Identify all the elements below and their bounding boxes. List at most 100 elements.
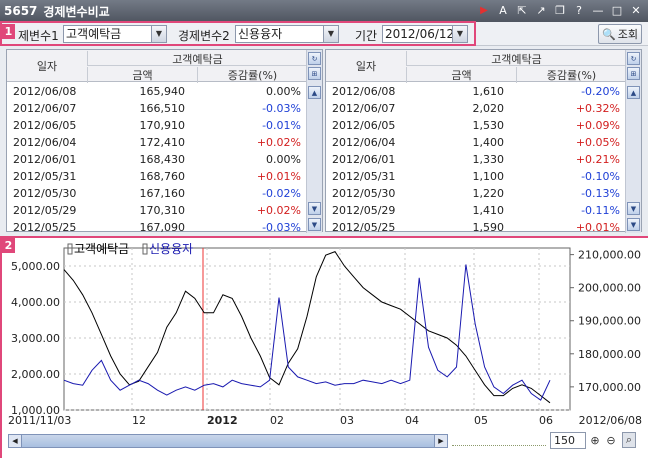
chevron-down-icon[interactable]: ▼ (323, 26, 338, 42)
row-date: 2012/06/04 (332, 136, 396, 149)
scroll-right-icon[interactable]: ▶ (434, 435, 447, 447)
play-icon[interactable]: ▶ (480, 4, 488, 16)
row-change: -0.13% (581, 187, 620, 200)
table-row[interactable]: 2012/05/25 167,090 -0.03% (7, 219, 307, 236)
scroll-end-icon[interactable]: ▼ (308, 218, 321, 231)
var2-select[interactable]: 신용융자 ▼ (235, 25, 339, 43)
period-value: 2012/06/12 (385, 27, 455, 41)
var1-select[interactable]: 고객예탁금 ▼ (63, 25, 167, 43)
screen-code: 5657 (4, 4, 38, 18)
table-row[interactable]: 2012/05/30 1,220 -0.13% (326, 185, 626, 202)
x-tick-label: 2012 (207, 414, 238, 427)
refresh-icon[interactable]: ↻ (627, 52, 640, 65)
refresh-icon[interactable]: ↻ (308, 52, 321, 65)
chevron-down-icon[interactable]: ▼ (452, 26, 467, 42)
scroll-end-icon[interactable]: ▼ (627, 218, 640, 231)
zoom-fit-icon[interactable]: ⌕ (622, 432, 636, 448)
table-row[interactable]: 2012/06/04 1,400 +0.05% (326, 134, 626, 151)
row-date: 2012/06/01 (332, 153, 396, 166)
table-row[interactable]: 2012/05/31 1,100 -0.10% (326, 168, 626, 185)
x-start-label: 2011/11/03 (8, 414, 71, 427)
row-date: 2012/06/07 (332, 102, 396, 115)
table-row[interactable]: 2012/06/08 165,940 0.00% (7, 83, 307, 100)
table-row[interactable]: 2012/06/07 2,020 +0.32% (326, 100, 626, 117)
export-icon[interactable]: ⊞ (627, 67, 640, 80)
search-button[interactable]: 🔍 조회 (598, 24, 642, 44)
x-tick-label: 02 (270, 414, 284, 427)
export-icon[interactable]: ⊞ (308, 67, 321, 80)
row-change: +0.05% (575, 136, 620, 149)
zoom-out-icon[interactable]: ⊖ (606, 433, 616, 447)
x-tick-label: 04 (405, 414, 419, 427)
zoom-slider[interactable] (452, 437, 546, 446)
row-amount: 1,610 (472, 85, 505, 98)
table-row[interactable]: 2012/06/07 166,510 -0.03% (7, 100, 307, 117)
title-bar: 5657 경제변수비교 ▶ A ⇱ ↗ ❐ ? — □ ✕ (0, 0, 648, 22)
table-row[interactable]: 2012/05/29 1,410 -0.11% (326, 202, 626, 219)
period-date-picker[interactable]: 2012/06/12 ▼ (382, 25, 468, 43)
table-row[interactable]: 2012/06/05 1,530 +0.09% (326, 117, 626, 134)
popout-icon[interactable]: ↗ (536, 3, 546, 17)
link-icon[interactable]: ⇱ (517, 3, 527, 17)
left-grid-scrollbar[interactable]: ↻ ⊞ ▲ ▼ ▼ (306, 50, 322, 233)
right-date-header: 일자 (355, 60, 377, 73)
row-amount: 168,760 (139, 170, 186, 183)
table-row[interactable]: 2012/05/30 167,160 -0.02% (7, 185, 307, 202)
zoom-input[interactable]: 150 (550, 432, 586, 449)
table-row[interactable]: 2012/06/01 168,430 0.00% (7, 151, 307, 168)
help-icon[interactable]: ? (576, 3, 582, 17)
row-date: 2012/05/25 (332, 221, 396, 234)
maximize-icon[interactable]: □ (611, 3, 623, 17)
right-tick-label: 210,000.00 (578, 249, 641, 262)
chart-horizontal-scrollbar[interactable]: ◀ ▶ (8, 434, 448, 448)
right-grid-scrollbar[interactable]: ↻ ⊞ ▲ ▼ ▼ (625, 50, 641, 233)
table-row[interactable]: 2012/05/25 1,590 +0.01% (326, 219, 626, 236)
search-label: 조회 (617, 28, 638, 41)
scroll-left-icon[interactable]: ◀ (9, 435, 22, 447)
row-change: 0.00% (266, 153, 301, 166)
row-amount: 166,510 (139, 102, 186, 115)
row-change: -0.10% (581, 170, 620, 183)
x-tick-label: 12 (132, 414, 146, 427)
row-date: 2012/06/05 (332, 119, 396, 132)
row-date: 2012/06/08 (332, 85, 396, 98)
row-amount: 1,100 (472, 170, 505, 183)
chevron-down-icon[interactable]: ▼ (151, 26, 166, 42)
right-group-header: 고객예탁금 (406, 51, 626, 66)
restore-icon[interactable]: ❐ (555, 3, 565, 17)
scroll-up-icon[interactable]: ▲ (627, 86, 640, 99)
zoom-in-icon[interactable]: ⊕ (590, 433, 600, 447)
table-row[interactable]: 2012/06/01 1,330 +0.21% (326, 151, 626, 168)
minimize-icon[interactable]: — (592, 3, 604, 17)
close-icon[interactable]: ✕ (631, 3, 641, 17)
legend-marker (142, 243, 148, 255)
table-row[interactable]: 2012/06/04 172,410 +0.02% (7, 134, 307, 151)
control-highlight (0, 21, 476, 46)
row-amount: 170,910 (139, 119, 186, 132)
scroll-up-icon[interactable]: ▲ (308, 86, 321, 99)
table-row[interactable]: 2012/06/08 1,610 -0.20% (326, 83, 626, 100)
row-amount: 170,310 (139, 204, 186, 217)
right-tick-label: 180,000.00 (578, 348, 641, 361)
right-grid-header: 일자 고객예탁금 금액 증감률(%) (326, 50, 626, 83)
x-tick-label: 06 (539, 414, 553, 427)
scroll-down-icon[interactable]: ▼ (308, 202, 321, 215)
table-row[interactable]: 2012/05/31 168,760 +0.01% (7, 168, 307, 185)
row-date: 2012/05/29 (13, 204, 77, 217)
row-change: +0.01% (575, 221, 620, 234)
scroll-down-icon[interactable]: ▼ (627, 202, 640, 215)
row-change: -0.20% (581, 85, 620, 98)
left-tick-label: 5,000.00 (11, 260, 60, 273)
table-row[interactable]: 2012/06/05 170,910 -0.01% (7, 117, 307, 134)
row-change: -0.11% (581, 204, 620, 217)
period-label: 기간 (355, 29, 378, 43)
search-icon: 🔍 (602, 27, 616, 41)
row-date: 2012/05/30 (13, 187, 77, 200)
table-row[interactable]: 2012/05/29 170,310 +0.02% (7, 202, 307, 219)
row-amount: 168,430 (139, 153, 186, 166)
comparison-chart[interactable]: 5,000.00 4,000.00 3,000.00 2,000.00 1,000.00… (2, 238, 648, 458)
left-group-header: 고객예탁금 (87, 51, 307, 66)
row-change: -0.03% (262, 221, 301, 234)
font-size-icon[interactable]: A (499, 3, 507, 17)
legend-marker (67, 243, 73, 255)
